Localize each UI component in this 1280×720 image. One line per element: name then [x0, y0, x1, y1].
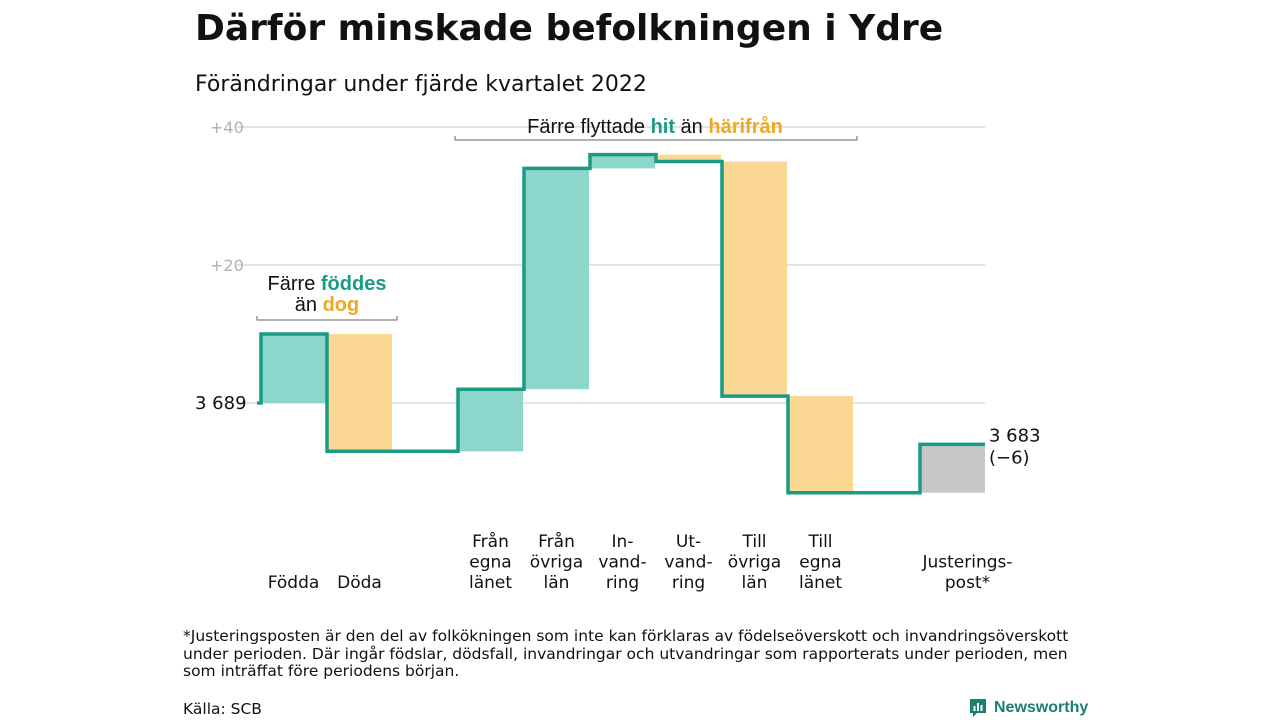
bar-4 — [524, 168, 589, 390]
newsworthy-logo-icon — [970, 699, 986, 717]
category-label-3-line-3: länet — [469, 573, 512, 593]
annotation-migration-line-1-part-1: Färre flyttade — [527, 116, 650, 138]
annotation-births-deaths-line-1-part-2: föddes — [321, 273, 387, 295]
y-tick-label-2: +40 — [210, 118, 244, 137]
brand-name: Newsworthy — [994, 699, 1089, 716]
source-text: Källa: SCB — [183, 700, 262, 718]
brand-logo: Newsworthy — [968, 697, 1088, 719]
category-label-7-line-2: övriga — [728, 553, 781, 573]
bar-9 — [920, 444, 985, 493]
category-label-6-line-3: ring — [672, 573, 705, 593]
annotation-births-deaths-line-2: än dog — [295, 294, 359, 316]
annotation-migration-bracket — [454, 136, 858, 141]
bar-1 — [261, 334, 326, 403]
bar-5 — [590, 154, 655, 169]
annotation-births-deaths-line-1-part-1: Färre — [268, 273, 321, 295]
category-label-8-line-2: egna — [799, 553, 841, 573]
end-value-label: 3 683 — [989, 425, 1041, 446]
bar-2 — [327, 334, 392, 452]
annotation-births-deaths-line-2-part-1: än — [295, 294, 323, 316]
category-label-5-line-1: In- — [612, 532, 634, 552]
end-change-label: (−6) — [989, 447, 1030, 468]
bar-6 — [656, 154, 721, 162]
category-label-9-line-2: post* — [945, 573, 990, 593]
category-label-7-line-3: län — [742, 573, 768, 593]
category-label-6-line-1: Ut- — [676, 532, 701, 552]
category-label-5-line-2: vand- — [598, 553, 646, 573]
annotation-migration-line-1-part-3: än — [675, 116, 708, 138]
annotation-migration-line-1-part-2: hit — [651, 116, 676, 138]
annotation-migration-line-1-part-4: härifrån — [708, 115, 782, 138]
category-label-2-line-1: Döda — [337, 573, 382, 593]
category-label-3-line-2: egna — [469, 553, 511, 573]
category-label-8-line-1: Till — [807, 532, 832, 552]
category-label-4-line-3: län — [544, 573, 570, 593]
category-label-6-line-2: vand- — [664, 553, 712, 573]
annotation-births-deaths-bracket — [256, 316, 398, 321]
chart-subtitle: Förändringar under fjärde kvartalet 2022 — [195, 72, 647, 97]
category-label-4-line-2: övriga — [530, 553, 583, 573]
footnote: *Justeringsposten är den del av folkökni… — [183, 627, 1069, 680]
category-label-1-line-1: Födda — [268, 573, 320, 593]
category-label-3-line-1: Från — [472, 531, 509, 552]
category-label-4-line-1: Från — [538, 531, 575, 552]
category-label-7-line-1: Till — [741, 532, 766, 552]
chart-title: Därför minskade befolkningen i Ydre — [195, 8, 944, 49]
step-line — [257, 152, 985, 495]
category-label-8-line-3: länet — [799, 573, 842, 593]
annotation-births-deaths-line-2-part-2: dog — [323, 294, 360, 316]
y-tick-label-1: +20 — [210, 256, 244, 275]
bar-7 — [722, 161, 787, 397]
bar-8 — [788, 396, 853, 493]
annotation-migration-line-1: Färre flyttade hit än härifrån — [527, 115, 783, 138]
category-label-5-line-3: ring — [606, 573, 639, 593]
bar-3 — [458, 389, 523, 452]
annotation-births-deaths-line-1: Färre föddes — [268, 273, 387, 295]
category-label-9-line-1: Justerings- — [921, 553, 1012, 573]
start-value-label: 3 689 — [195, 393, 247, 414]
